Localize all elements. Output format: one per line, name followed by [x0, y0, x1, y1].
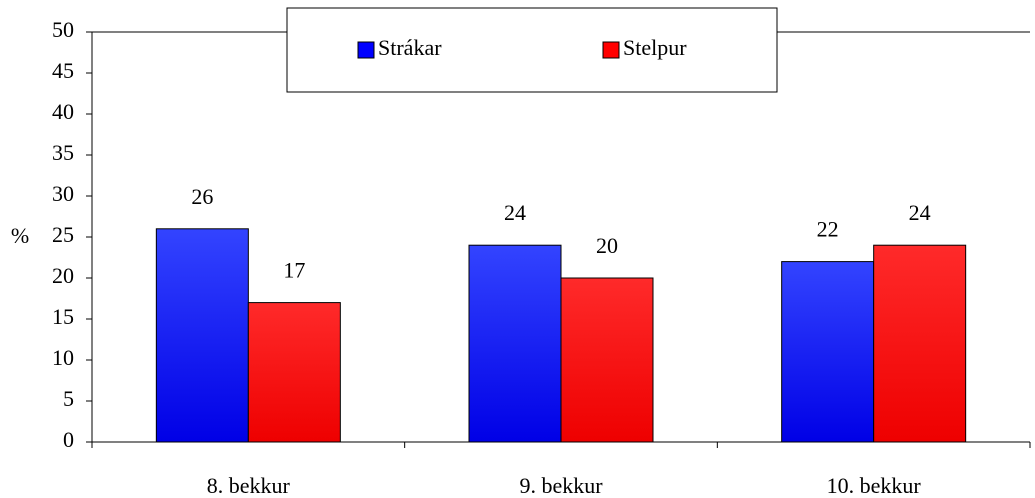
data-label: 26	[191, 184, 213, 209]
data-label: 22	[817, 217, 839, 242]
bar	[873, 244, 967, 443]
data-label: 20	[596, 233, 618, 258]
y-tick-label: 0	[63, 427, 74, 452]
y-tick-label: 20	[52, 263, 74, 288]
bar	[560, 277, 654, 443]
data-label: 17	[283, 258, 305, 283]
legend-label: Strákar	[378, 35, 442, 60]
y-tick-label: 15	[52, 304, 74, 329]
y-tick-label: 5	[63, 386, 74, 411]
y-tick-label: 40	[52, 99, 74, 124]
data-label: 24	[504, 200, 526, 225]
data-label: 24	[909, 200, 931, 225]
y-tick-label: 45	[52, 58, 74, 83]
legend-label: Stelpur	[623, 35, 687, 60]
x-tick-label: 10. bekkur	[827, 473, 922, 498]
y-tick-label: 35	[52, 140, 74, 165]
y-tick-label: 30	[52, 181, 74, 206]
x-tick-label: 9. bekkur	[519, 473, 603, 498]
y-axis-label: %	[11, 223, 29, 248]
y-tick-label: 50	[52, 17, 74, 42]
y-tick-label: 25	[52, 222, 74, 247]
bar	[468, 244, 562, 443]
x-tick-label: 8. bekkur	[207, 473, 291, 498]
y-tick-label: 10	[52, 345, 74, 370]
legend-swatch	[357, 41, 375, 59]
legend-swatch	[602, 41, 620, 59]
legend-box	[286, 7, 778, 93]
bar	[155, 228, 249, 443]
bar	[247, 302, 341, 443]
bar	[781, 261, 875, 443]
